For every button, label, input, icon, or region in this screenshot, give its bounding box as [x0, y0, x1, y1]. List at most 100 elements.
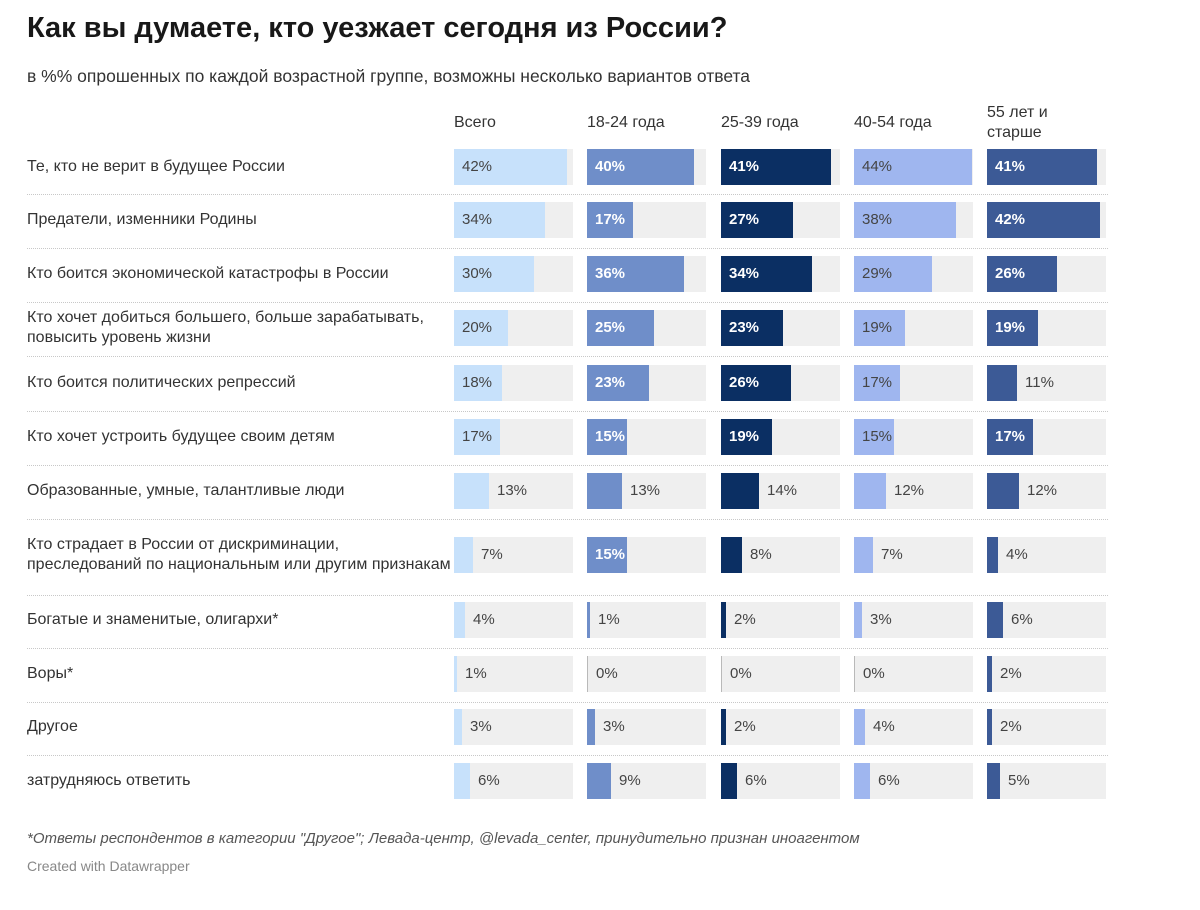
row-label: Кто боится политических репрессий [27, 374, 296, 391]
bar-value-label: 7% [481, 546, 503, 563]
bar-track: 41% [721, 149, 840, 185]
bar-value-label: 2% [1000, 665, 1022, 682]
bar [721, 602, 726, 638]
row-separator [27, 194, 1108, 195]
bar-track: 9% [587, 763, 706, 799]
row-separator [27, 648, 1108, 649]
bar-track: 8% [721, 537, 840, 573]
bar [854, 537, 873, 573]
bar-value-label: 20% [462, 319, 493, 336]
bar-value-label: 3% [870, 611, 892, 628]
column-header: 40-54 года [854, 114, 932, 131]
bar-value-label: 17% [462, 428, 493, 445]
bar [587, 656, 588, 692]
bar [721, 709, 726, 745]
bar-track: 2% [987, 709, 1106, 745]
bar-value-label: 13% [630, 482, 661, 499]
bar-value-label: 3% [603, 718, 625, 735]
bar [987, 365, 1017, 401]
bar-track: 1% [454, 656, 573, 692]
bar-value-label: 40% [595, 158, 626, 175]
bar [587, 256, 684, 292]
credit-link[interactable]: Created with Datawrapper [27, 858, 190, 874]
bar-value-label: 17% [995, 428, 1026, 445]
bar [454, 763, 470, 799]
bar [987, 537, 998, 573]
bar-value-label: 15% [595, 428, 626, 445]
bar-track: 17% [987, 419, 1106, 455]
row-separator [27, 302, 1108, 303]
bar-track: 0% [587, 656, 706, 692]
bar [987, 310, 1038, 346]
bar [454, 419, 500, 455]
bar-value-label: 13% [497, 482, 528, 499]
bar-value-label: 2% [1000, 718, 1022, 735]
bar [587, 537, 627, 573]
footnote: *Ответы респондентов в категории "Другое… [27, 830, 860, 847]
bar-track: 12% [987, 473, 1106, 509]
bar [454, 202, 545, 238]
bar-track: 6% [854, 763, 973, 799]
bar-track: 0% [854, 656, 973, 692]
bar [721, 202, 793, 238]
bar [454, 365, 502, 401]
bar [987, 202, 1100, 238]
bar-value-label: 6% [1011, 611, 1033, 628]
bar-value-label: 9% [619, 772, 641, 789]
bar-track: 13% [587, 473, 706, 509]
bar-value-label: 0% [730, 665, 752, 682]
bar-track: 2% [987, 656, 1106, 692]
bar-track: 14% [721, 473, 840, 509]
bar [454, 602, 465, 638]
bar [854, 709, 865, 745]
bar-value-label: 4% [1006, 546, 1028, 563]
bar-value-label: 42% [462, 158, 493, 175]
column-header: 25-39 года [721, 114, 799, 131]
bar-track: 15% [587, 419, 706, 455]
bar-track: 11% [987, 365, 1106, 401]
bar-value-label: 1% [465, 665, 487, 682]
bar [454, 256, 534, 292]
bar-value-label: 0% [596, 665, 618, 682]
bar [454, 310, 508, 346]
bar [587, 310, 654, 346]
bar-track: 7% [454, 537, 573, 573]
row-separator [27, 248, 1108, 249]
bar [854, 763, 870, 799]
bar-value-label: 5% [1008, 772, 1030, 789]
bar-value-label: 6% [878, 772, 900, 789]
bar-value-label: 1% [598, 611, 620, 628]
bar-value-label: 4% [873, 718, 895, 735]
bar-value-label: 19% [862, 319, 893, 336]
bar-value-label: 3% [470, 718, 492, 735]
bar-value-label: 29% [862, 265, 893, 282]
bar-track: 34% [721, 256, 840, 292]
bar-track: 3% [587, 709, 706, 745]
bar-value-label: 34% [729, 265, 760, 282]
bar [854, 310, 905, 346]
bar-track: 27% [721, 202, 840, 238]
bar [454, 149, 567, 185]
bar-value-label: 42% [995, 211, 1026, 228]
row-label: Предатели, изменники Родины [27, 211, 257, 228]
bar [587, 419, 627, 455]
bar-value-label: 7% [881, 546, 903, 563]
row-separator [27, 595, 1108, 596]
bar-track: 13% [454, 473, 573, 509]
bar [587, 202, 633, 238]
bar-value-label: 19% [729, 428, 760, 445]
bar [854, 202, 956, 238]
bar-value-label: 26% [995, 265, 1026, 282]
bar [854, 602, 862, 638]
bar [854, 419, 894, 455]
bar [721, 473, 759, 509]
bar-track: 2% [721, 602, 840, 638]
row-separator [27, 702, 1108, 703]
bar-track: 3% [454, 709, 573, 745]
bar-value-label: 41% [729, 158, 760, 175]
bar [587, 709, 595, 745]
bar-value-label: 11% [1025, 374, 1054, 391]
bar-track: 19% [854, 310, 973, 346]
bar-track: 44% [854, 149, 973, 185]
row-label: Кто страдает в России от дискриминации, … [27, 536, 451, 573]
